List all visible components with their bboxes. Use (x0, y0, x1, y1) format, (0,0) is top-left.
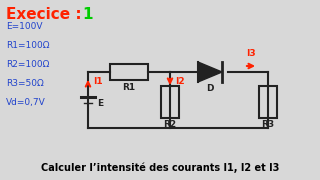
Text: I2: I2 (175, 78, 185, 87)
Text: Execice :: Execice : (6, 7, 87, 22)
Text: R2: R2 (164, 120, 177, 129)
Text: E: E (97, 98, 103, 107)
Text: R1=100Ω: R1=100Ω (6, 41, 50, 50)
Text: I1: I1 (93, 78, 103, 87)
Text: E=100V: E=100V (6, 22, 43, 31)
Polygon shape (198, 62, 222, 82)
Text: R1: R1 (123, 83, 136, 92)
Bar (259, 86, 277, 118)
Text: 1: 1 (82, 7, 92, 22)
Text: R3: R3 (261, 120, 275, 129)
Bar (161, 86, 179, 118)
Text: R3=50Ω: R3=50Ω (6, 79, 44, 88)
Text: D: D (206, 84, 214, 93)
Text: R2=100Ω: R2=100Ω (6, 60, 49, 69)
Text: Vd=0,7V: Vd=0,7V (6, 98, 46, 107)
Text: I3: I3 (246, 49, 256, 58)
Text: Calculer l’intensité des courants I1, I2 et I3: Calculer l’intensité des courants I1, I2… (41, 163, 279, 173)
Bar (110, 64, 148, 80)
